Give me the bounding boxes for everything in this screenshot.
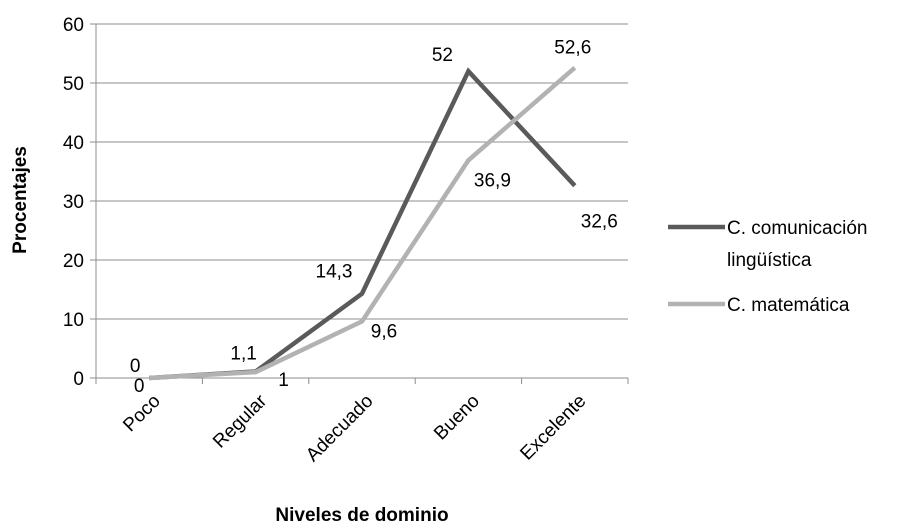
data-label: 1 [278,370,289,391]
x-tick-label: Poco [119,391,164,436]
y-tick-label: 0 [73,369,84,390]
y-tick-label: 40 [63,133,84,154]
legend: C. comunicación lingüística C. matemática [668,218,867,316]
y-tick-label: 30 [63,192,84,213]
x-tick-label: Adecuado [302,391,377,466]
y-tick-label: 60 [63,15,84,36]
series-line [149,65,577,381]
x-tick-label: Regular [209,390,271,452]
series-lines [149,65,577,381]
x-tick-labels: Poco Regular Adecuado Bueno Excelente [119,390,590,466]
data-label: 52 [432,45,453,66]
legend-label: lingüística [727,250,812,271]
data-label: 32,6 [581,212,618,233]
data-label: 52,6 [554,38,591,59]
gridlines [96,23,628,320]
data-label: 0 [130,356,141,377]
y-axis-title: Procentajes [10,146,31,254]
y-tick-label: 10 [63,310,84,331]
series-line [149,67,577,381]
data-label: 0 [134,376,145,397]
data-labels: 0 1,1 14,3 52 32,6 0 1 9,6 36,9 52,6 [130,38,618,397]
y-tick-label: 20 [63,251,84,272]
data-label: 36,9 [474,170,511,191]
data-label: 14,3 [316,262,353,283]
data-label: 1,1 [230,344,256,365]
data-label: 9,6 [371,321,397,342]
x-tick-label: Excelente [516,391,590,465]
y-tick-labels: 0 10 20 30 40 50 60 [63,15,84,390]
axes [90,23,629,384]
x-axis-title: Niveles de dominio [275,505,448,526]
x-tick-label: Bueno [430,391,484,445]
legend-label: C. matemática [727,295,850,316]
y-tick-label: 50 [63,74,84,95]
legend-label: C. comunicación [727,218,867,239]
